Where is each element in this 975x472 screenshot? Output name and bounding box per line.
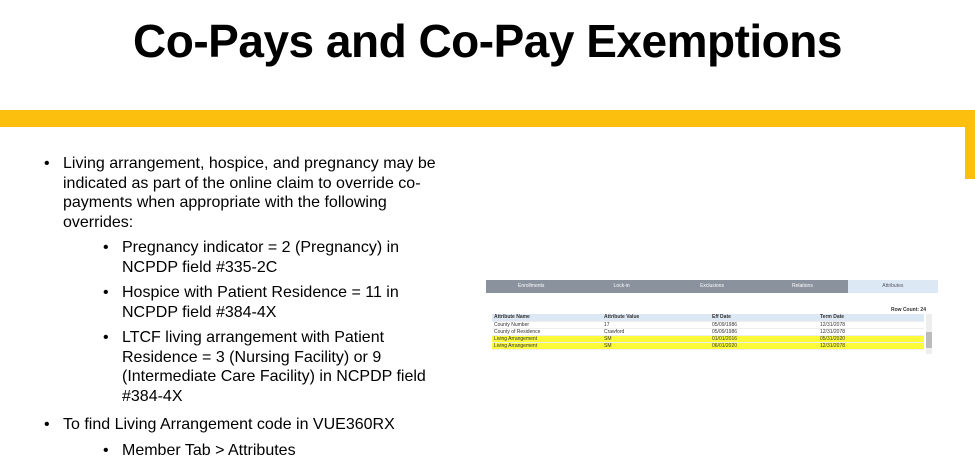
cell: 05/09/1986 — [712, 322, 738, 328]
attributes-table: Attribute Name Attribute Value Eff Date … — [492, 314, 924, 350]
table-row-highlighted[interactable]: Living Arrangement SM 06/01/2020 12/31/2… — [492, 343, 924, 350]
gold-edge-accent — [965, 127, 975, 179]
sub-bullet-list-2: Member Tab > Attributes — [63, 441, 444, 461]
bullet-list: Living arrangement, hospice, and pregnan… — [44, 154, 444, 469]
cell: Crawford — [604, 329, 625, 335]
cell: Living Arrangement — [494, 343, 538, 349]
column-header[interactable]: Term Date — [820, 314, 845, 320]
table-header: Attribute Name Attribute Value Eff Date … — [492, 314, 924, 322]
tab-attributes[interactable]: Attributes — [847, 280, 939, 293]
sub-bullet-member-tab: Member Tab > Attributes — [103, 441, 444, 461]
bullet-living-arrangement: Living arrangement, hospice, and pregnan… — [44, 154, 444, 406]
cell: 12/31/2078 — [820, 329, 846, 335]
sub-bullet-pregnancy: Pregnancy indicator = 2 (Pregnancy) in N… — [103, 238, 444, 277]
tab-exclusions[interactable]: Exclusions — [700, 283, 724, 289]
gold-divider-bar — [0, 110, 975, 127]
cell: SM — [604, 343, 612, 349]
cell: County Number — [494, 322, 530, 328]
attributes-screenshot: Enrollments Lock-in Exclusions Relations… — [486, 280, 939, 356]
column-header[interactable]: Eff Date — [712, 314, 731, 320]
cell: Living Arrangement — [494, 336, 538, 342]
row-count: Row Count: 24 — [891, 307, 926, 313]
cell: 12/31/2078 — [820, 322, 846, 328]
cell: 17 — [604, 322, 610, 328]
cell: 06/01/2020 — [712, 343, 738, 349]
cell: 12/31/2078 — [820, 343, 846, 349]
bullet-find-living-arrangement: To find Living Arrangement code in VUE36… — [44, 415, 444, 460]
cell: County of Residence — [494, 329, 541, 335]
tab-lock-in[interactable]: Lock-in — [613, 283, 630, 289]
cell: SM — [604, 336, 612, 342]
table-scrollbar[interactable] — [926, 314, 932, 354]
screenshot-tab-bar: Enrollments Lock-in Exclusions Relations… — [486, 280, 939, 293]
scrollbar-thumb[interactable] — [926, 332, 932, 348]
tab-enrollments[interactable]: Enrollments — [518, 283, 545, 289]
table-row-highlighted[interactable]: Living Arrangement SM 01/01/2016 05/31/2… — [492, 336, 924, 343]
slide-title: Co-Pays and Co-Pay Exemptions — [133, 15, 842, 67]
column-header[interactable]: Attribute Value — [604, 314, 640, 320]
sub-bullet-ltcf: LTCF living arrangement with Patient Res… — [103, 328, 444, 406]
cell: 01/01/2016 — [712, 336, 738, 342]
table-row[interactable]: County of Residence Crawford 05/09/1986 … — [492, 329, 924, 336]
cell: 05/31/2020 — [820, 336, 846, 342]
sub-bullet-hospice: Hospice with Patient Residence = 11 in N… — [103, 283, 444, 322]
tab-relations[interactable]: Relations — [791, 283, 813, 289]
sub-bullet-list: Pregnancy indicator = 2 (Pregnancy) in N… — [63, 238, 444, 406]
table-row[interactable]: County Number 17 05/09/1986 12/31/2078 — [492, 322, 924, 329]
cell: 05/09/1986 — [712, 329, 738, 335]
column-header[interactable]: Attribute Name — [494, 314, 530, 320]
